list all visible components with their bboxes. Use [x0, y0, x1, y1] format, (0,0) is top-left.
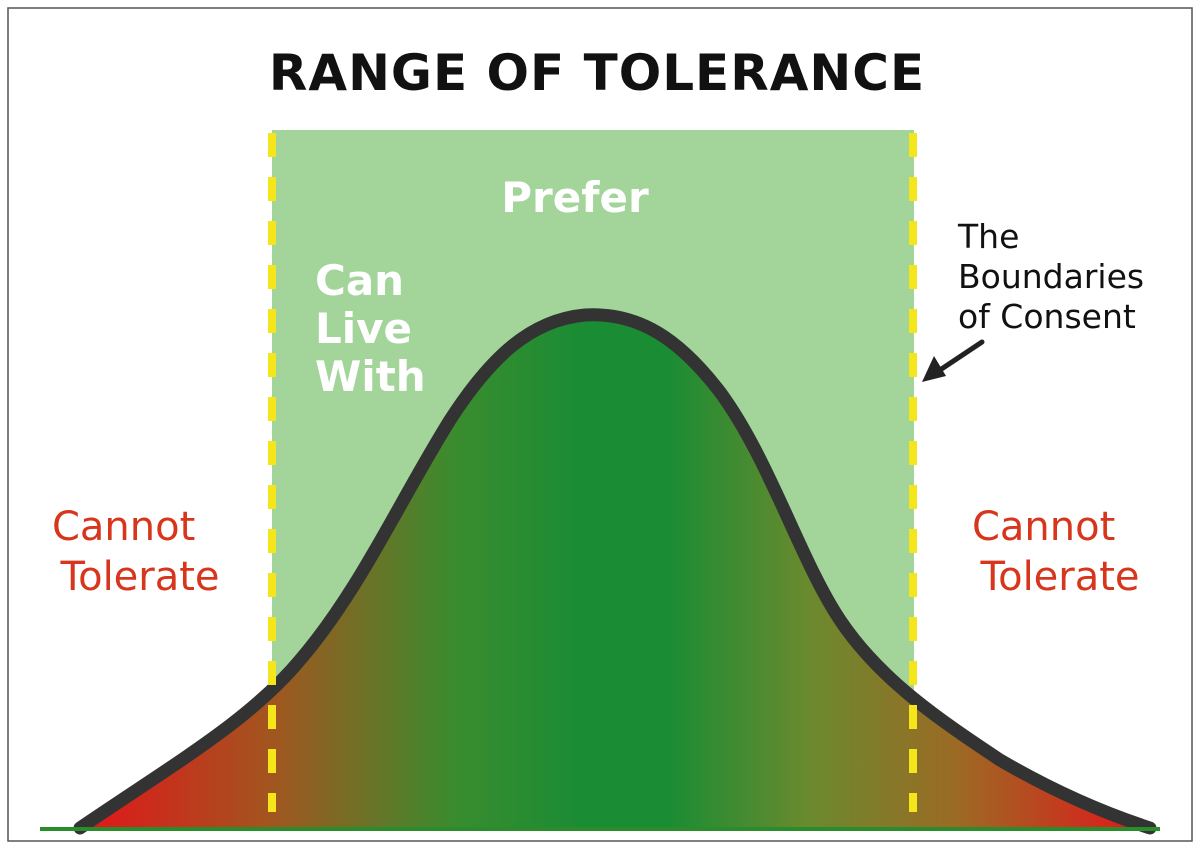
boundary-pointer-arrow-icon — [922, 339, 985, 382]
bell-curve-fill — [80, 314, 1150, 828]
cannot-tolerate-left-label: Cannot Tolerate — [52, 504, 220, 600]
can-live-with-label: Can Live With — [315, 256, 427, 401]
boundaries-of-consent-label: The Boundaries of Consent — [957, 217, 1155, 336]
bell-curve-outline — [73, 308, 1157, 835]
diagram-title: RANGE OF TOLERANCE — [269, 44, 925, 102]
cannot-tolerate-right-label: Cannot Tolerate — [972, 504, 1140, 600]
prefer-label: Prefer — [501, 173, 649, 222]
